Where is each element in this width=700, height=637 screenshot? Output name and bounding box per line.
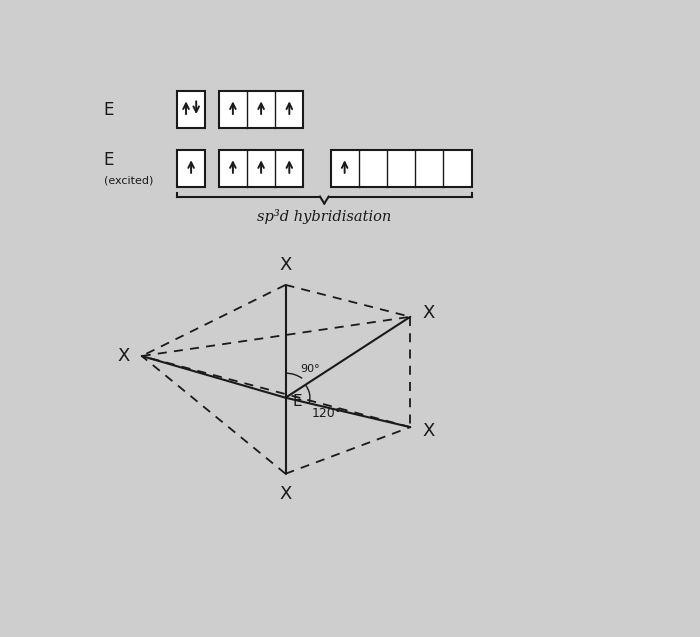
- Text: X: X: [422, 422, 435, 440]
- Bar: [219, 150, 303, 187]
- Text: (excited): (excited): [104, 176, 153, 186]
- Text: X: X: [279, 256, 292, 274]
- Bar: [177, 91, 205, 128]
- Text: X: X: [118, 347, 130, 365]
- Text: X: X: [279, 485, 292, 503]
- Bar: [219, 91, 303, 128]
- Text: 90°: 90°: [300, 364, 320, 375]
- Bar: [330, 150, 472, 187]
- Text: 120°: 120°: [312, 407, 342, 420]
- Text: E: E: [104, 152, 114, 169]
- Text: E: E: [293, 394, 302, 409]
- Text: sp³d hybridisation: sp³d hybridisation: [257, 210, 391, 224]
- Bar: [177, 150, 205, 187]
- Text: E: E: [104, 101, 114, 118]
- Text: X: X: [422, 304, 435, 322]
